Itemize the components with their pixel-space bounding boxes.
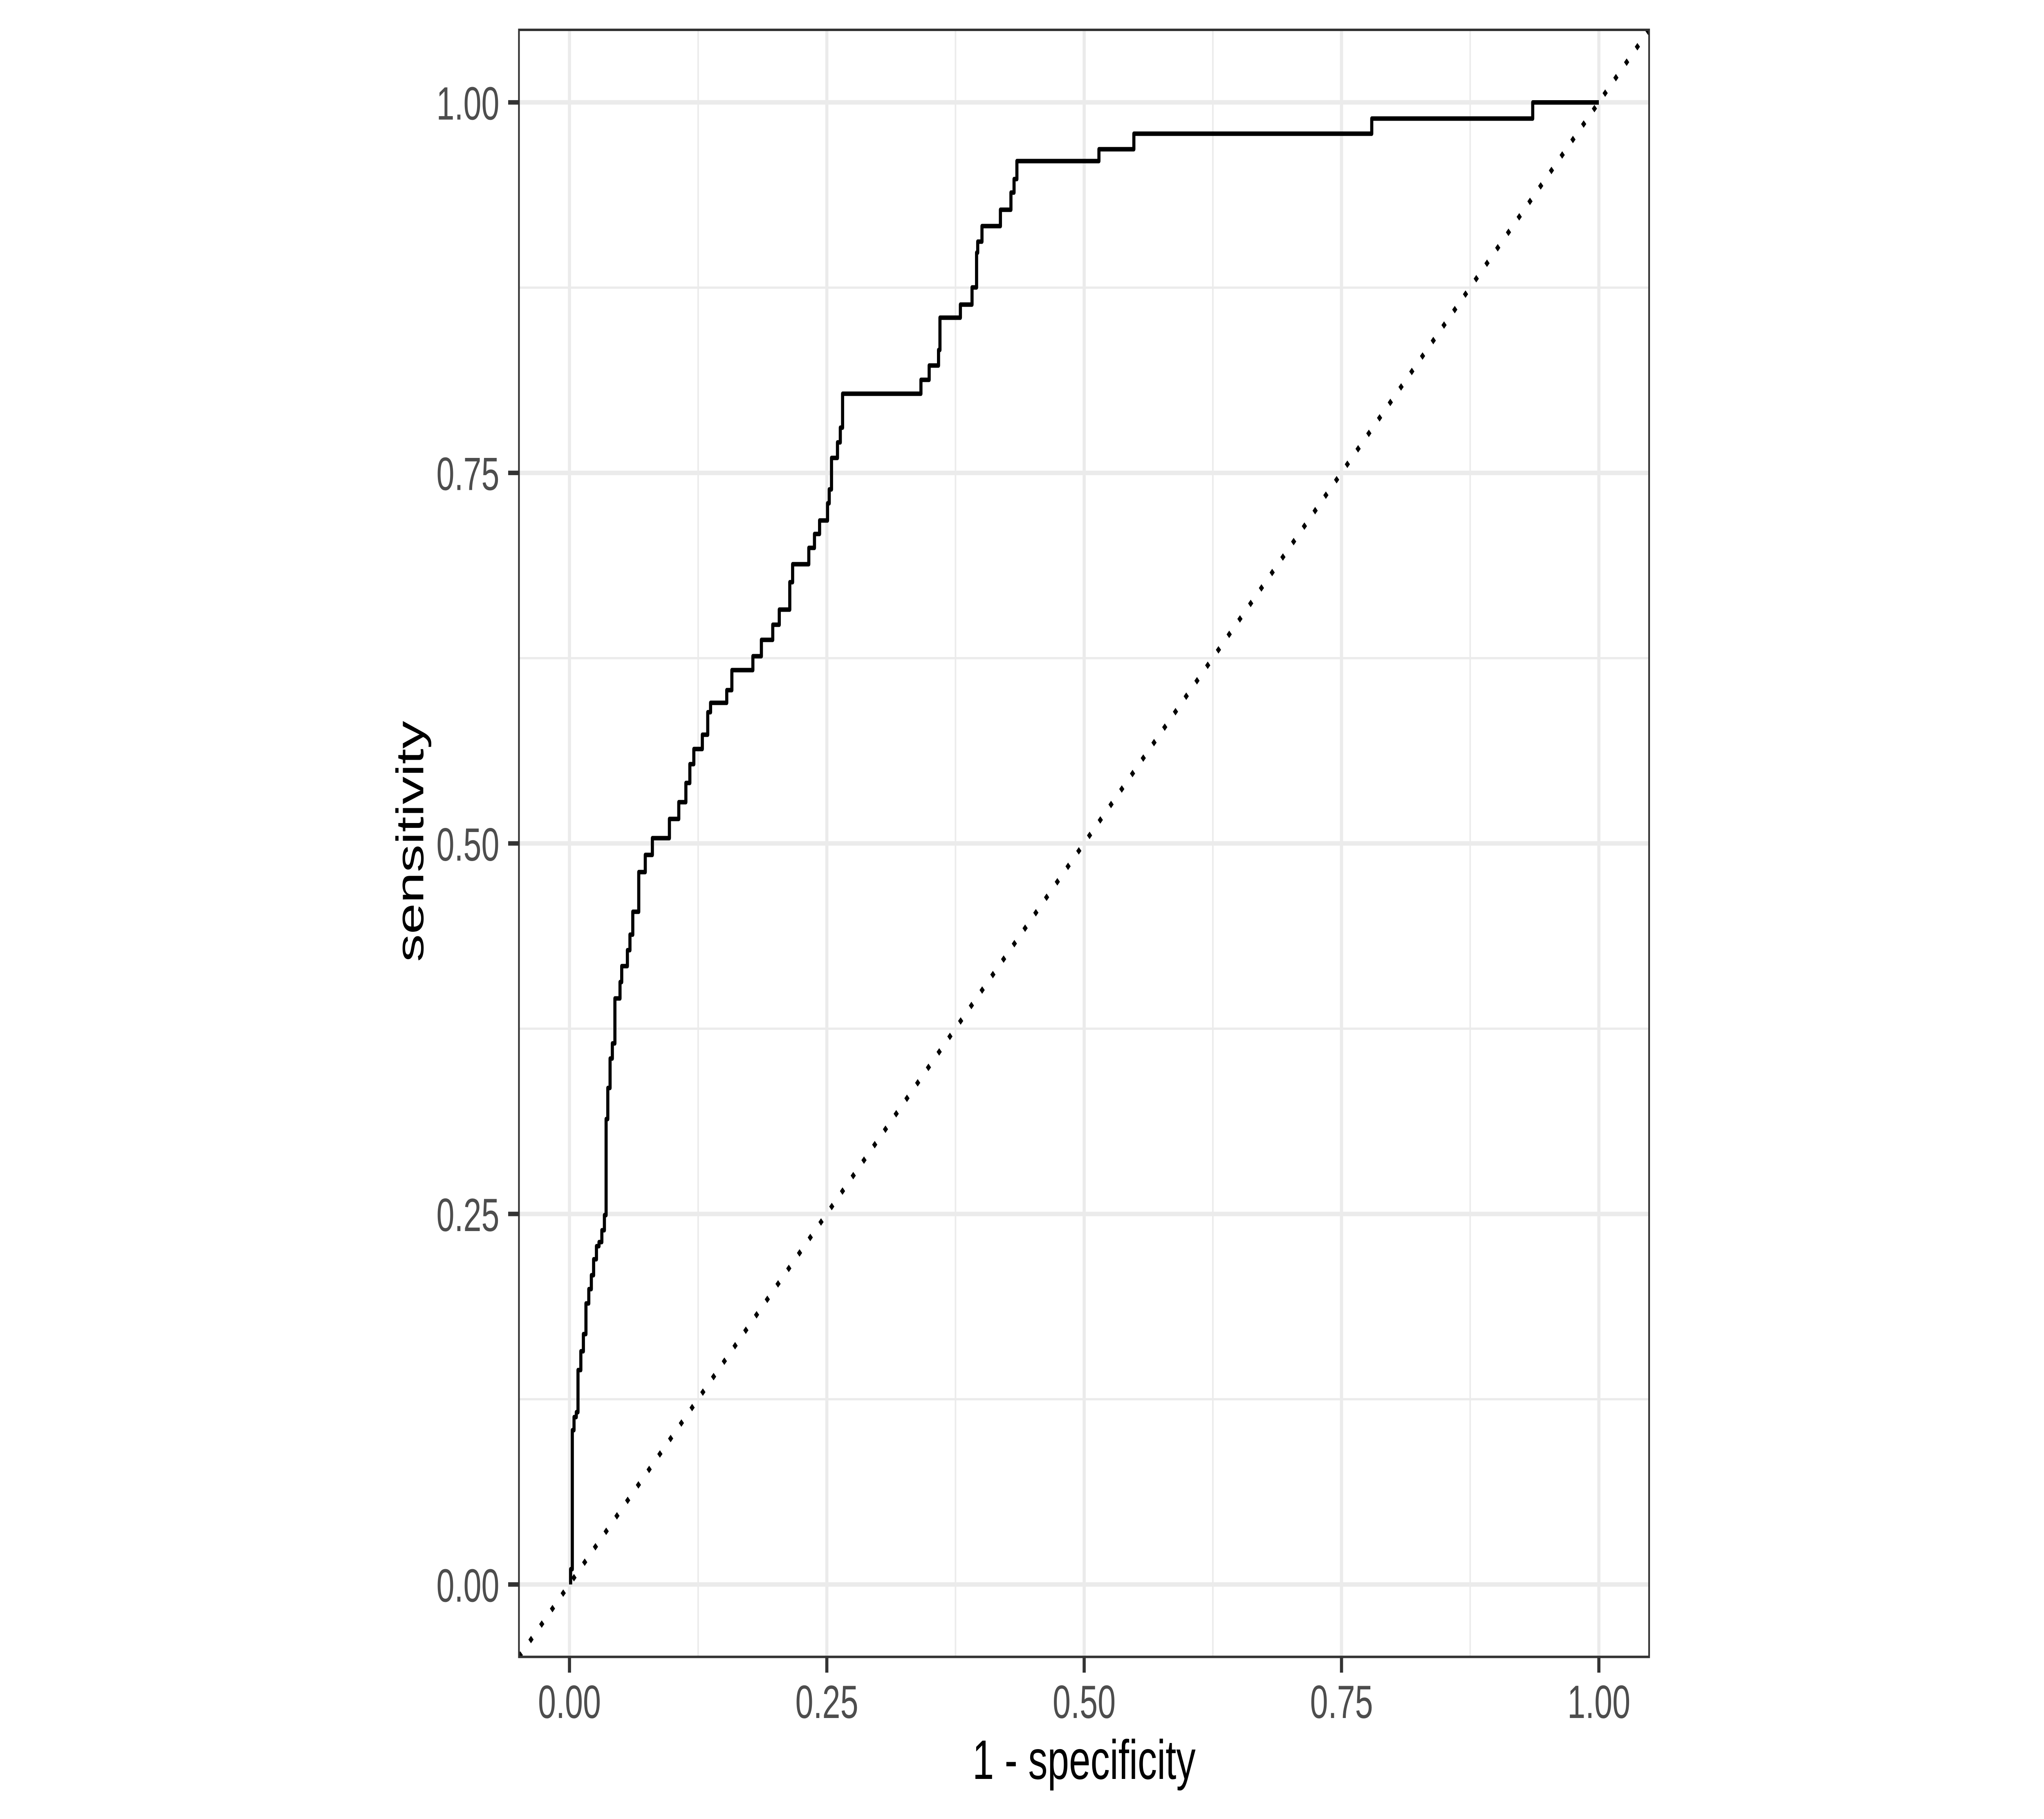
svg-text:0.50: 0.50 [436,819,499,871]
svg-text:1 - specificity: 1 - specificity [973,1729,1196,1791]
svg-text:1.00: 1.00 [1567,1676,1630,1728]
svg-text:0.00: 0.00 [436,1559,499,1612]
svg-text:0.50: 0.50 [1053,1676,1116,1728]
svg-text:sensitivity: sensitivity [388,721,432,962]
svg-text:0.75: 0.75 [436,448,499,500]
svg-text:0.25: 0.25 [796,1676,858,1728]
svg-text:1.00: 1.00 [436,77,499,130]
svg-text:0.25: 0.25 [436,1189,499,1241]
svg-text:0.00: 0.00 [538,1676,601,1728]
svg-text:0.75: 0.75 [1310,1676,1373,1728]
